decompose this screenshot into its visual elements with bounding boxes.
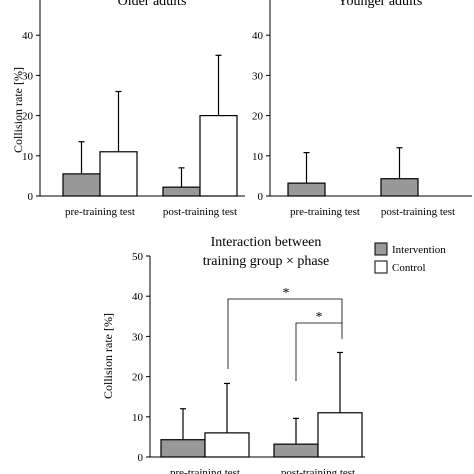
chart-title: training group × phase bbox=[203, 254, 329, 269]
x-tick-label: post-training test bbox=[381, 206, 455, 218]
y-axis-label: Collision rate [%] bbox=[11, 67, 25, 153]
chart-panel-3: 0 10 20 30 40 50 Interaction between training g… bbox=[101, 235, 446, 474]
y-tick-label: 40 bbox=[22, 30, 34, 42]
significance-star: * bbox=[316, 310, 323, 325]
bar-intervention bbox=[380, 178, 419, 197]
y-tick-label: 10 bbox=[132, 412, 144, 424]
y-axis-label: Collision rate [%] bbox=[101, 313, 115, 399]
x-tick-label: pre-training test bbox=[65, 206, 135, 218]
significance-star: * bbox=[283, 286, 290, 301]
y-tick-label: 20 bbox=[22, 111, 34, 123]
y-tick-label: 20 bbox=[132, 372, 144, 384]
y-tick-label: 10 bbox=[22, 151, 34, 163]
bar-intervention bbox=[160, 439, 206, 458]
bar-control bbox=[204, 432, 250, 458]
chart-title: Interaction between bbox=[211, 235, 322, 250]
significance-brackets: ** bbox=[227, 286, 343, 381]
legend-label-control: Control bbox=[392, 262, 426, 274]
chart-panel-2: 0 10 20 30 40 Younger adults pre-training test… bbox=[252, 0, 472, 218]
y-tick-label: 0 bbox=[28, 191, 34, 203]
y-tick-label: 0 bbox=[258, 191, 264, 203]
y-tick-label: 50 bbox=[132, 251, 144, 263]
bar-intervention bbox=[287, 182, 326, 197]
chart-panel-1: 0 10 20 30 40 Older adults Collision rate [%] p… bbox=[11, 0, 245, 218]
y-tick-label: 30 bbox=[22, 70, 34, 82]
y-tick-label: 40 bbox=[132, 291, 144, 303]
bracket-post bbox=[295, 322, 343, 381]
chart-title: Older adults bbox=[118, 0, 187, 9]
bar-intervention bbox=[162, 186, 201, 197]
bar-control bbox=[317, 412, 363, 458]
legend-label-intervention: Intervention bbox=[392, 244, 446, 256]
legend-swatch-control bbox=[374, 260, 388, 274]
y-tick-label: 10 bbox=[252, 151, 264, 163]
y-tick-label: 30 bbox=[132, 331, 144, 343]
x-tick-label: pre-training test bbox=[290, 206, 360, 218]
bar-intervention bbox=[273, 443, 319, 458]
x-tick-label: post-training test bbox=[281, 467, 355, 474]
y-tick-label: 30 bbox=[252, 70, 264, 82]
bar-control bbox=[99, 151, 138, 197]
legend: Intervention Control bbox=[374, 242, 446, 274]
y-tick-label: 40 bbox=[252, 30, 264, 42]
bracket-pre-post bbox=[227, 298, 343, 369]
bar-control bbox=[199, 114, 238, 197]
x-tick-label: pre-training test bbox=[170, 467, 240, 474]
y-tick-label: 20 bbox=[252, 111, 264, 123]
chart-title: Younger adults bbox=[338, 0, 423, 9]
legend-swatch-intervention bbox=[374, 242, 388, 256]
bar-intervention bbox=[62, 173, 101, 197]
y-tick-label: 0 bbox=[138, 452, 144, 464]
x-tick-label: post-training test bbox=[163, 206, 237, 218]
